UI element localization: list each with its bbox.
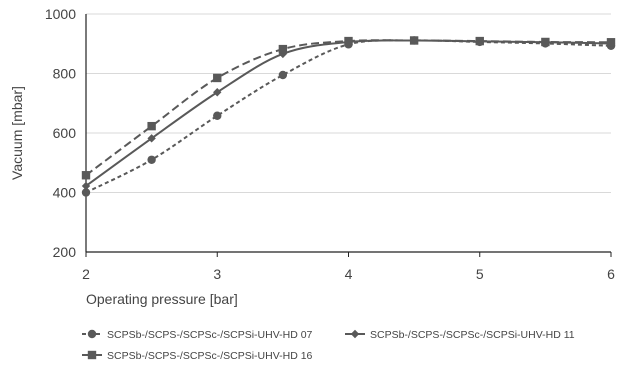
- y-tick-label-1000: 1000: [45, 6, 76, 22]
- y-axis-title: Vacuum [mbar]: [9, 86, 25, 180]
- series-3-point-7: [475, 36, 484, 46]
- series-line-2: [85, 39, 612, 187]
- series-3-point-5: [344, 36, 353, 46]
- series-3-point-1: [81, 171, 91, 180]
- series-3-point-6: [409, 36, 419, 45]
- y-tick-label-600: 600: [53, 125, 77, 141]
- x-tick-label-6: 6: [607, 266, 615, 282]
- series-2-point-3: [213, 88, 222, 97]
- series-3-point-2: [147, 121, 156, 131]
- series-1-point-2: [147, 155, 156, 164]
- y-tick-label-400: 400: [53, 185, 77, 201]
- series-1-point-4: [278, 70, 288, 80]
- y-tick-label-800: 800: [53, 66, 77, 82]
- series-3-point-8: [541, 37, 550, 47]
- legend-marker-1: [87, 329, 97, 339]
- series-1-point-1: [81, 188, 91, 197]
- x-tick-label-4: 4: [345, 266, 353, 282]
- series-3-point-3: [213, 73, 222, 83]
- series-1-point-3: [213, 111, 222, 120]
- x-tick-label-5: 5: [476, 266, 484, 282]
- legend-label-3: SCPSb-/SCPS-/SCPSc-/SCPSi-UHV-HD 16: [107, 350, 313, 362]
- series-2-point-1: [81, 181, 91, 191]
- y-tick-label-200: 200: [53, 244, 77, 260]
- x-tick-label-2: 2: [82, 266, 90, 282]
- series-line-3: [85, 39, 612, 177]
- x-axis-title: Operating pressure [bar]: [86, 291, 238, 307]
- series-2-point-2: [147, 134, 156, 143]
- series-3-point-4: [278, 44, 288, 54]
- legend-label-1: SCPSb-/SCPS-/SCPSc-/SCPSi-UHV-HD 07: [107, 329, 313, 341]
- series-3-point-9: [606, 38, 616, 47]
- legend-marker-3: [87, 350, 97, 360]
- x-tick-label-3: 3: [213, 266, 221, 282]
- legend-label-2: SCPSb-/SCPS-/SCPSc-/SCPSi-UHV-HD 11: [370, 329, 575, 341]
- legend-marker-2: [350, 329, 360, 339]
- series-2-point-4: [278, 49, 288, 59]
